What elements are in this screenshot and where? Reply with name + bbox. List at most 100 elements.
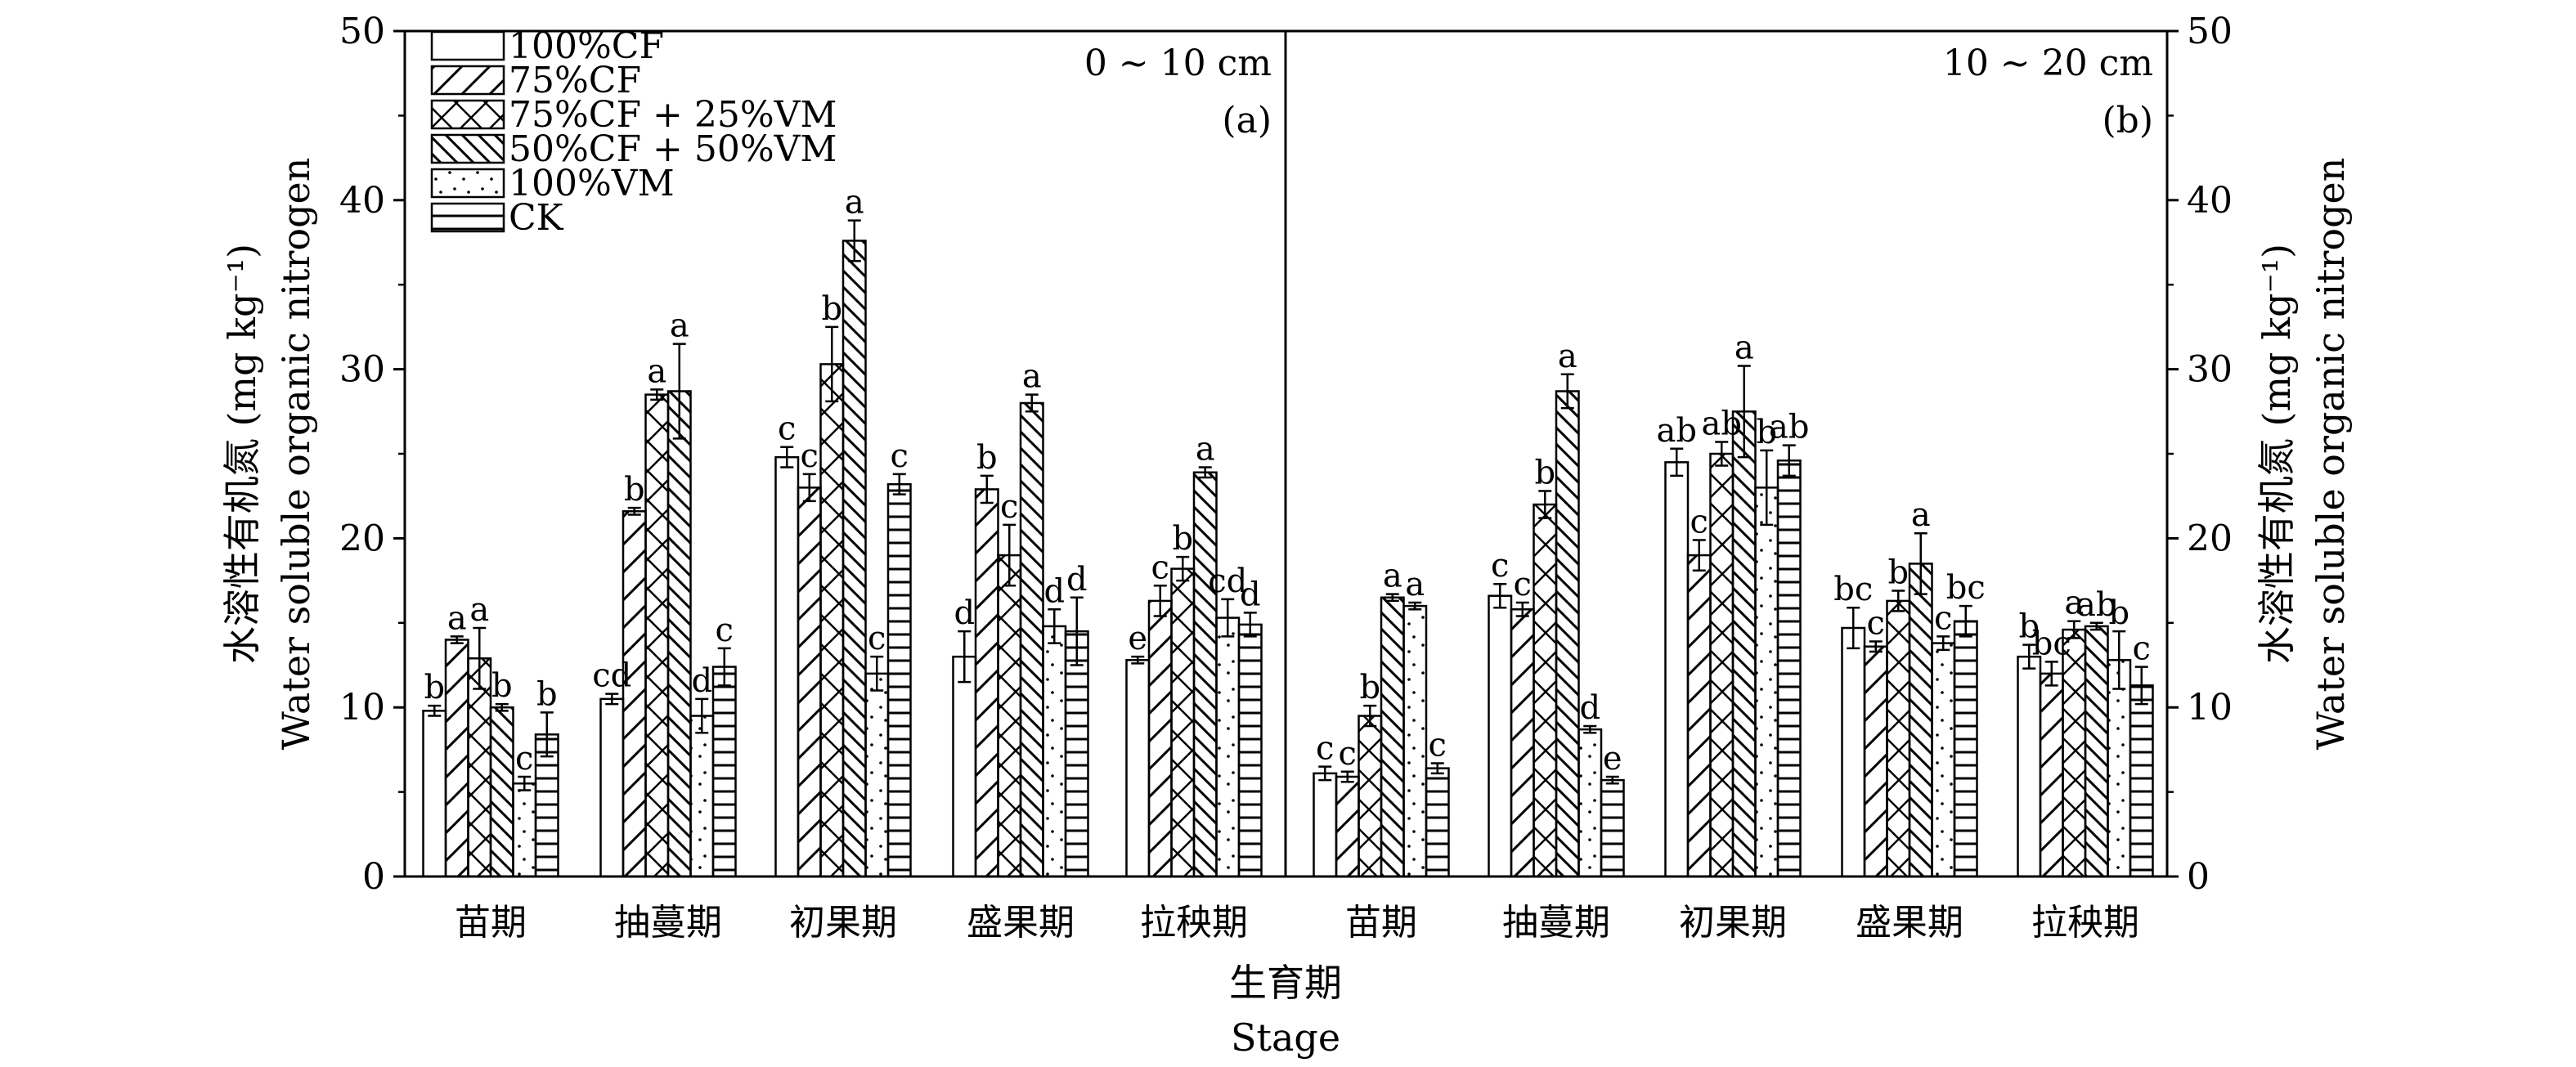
significance-label: cd <box>1208 563 1247 600</box>
error-bar-p0-s0-c4 <box>1131 655 1145 665</box>
error-bar-p1-s3-c0 <box>1385 593 1399 603</box>
error-bar-p1-s2-c1 <box>1538 490 1552 519</box>
error-bar-p0-s1-c2 <box>802 473 816 503</box>
x-axis-title-cn: 生育期 <box>1229 961 1342 1005</box>
significance-label: c <box>1151 549 1169 586</box>
bar-p1-s3-c4 <box>2084 625 2109 878</box>
bar-p1-s4-c4 <box>2107 659 2132 878</box>
legend-item-label: CK <box>509 197 564 239</box>
panel-letter-label: (a) <box>1222 100 1272 141</box>
significance-label: d <box>1043 572 1065 610</box>
error-bar-p1-s5-c0 <box>1430 762 1444 775</box>
error-bar-p1-s0-c0 <box>1318 765 1332 782</box>
bar-p0-s2-c1 <box>644 393 670 878</box>
bar-p1-s4-c1 <box>1577 728 1603 878</box>
bar-p0-s4-c3 <box>1042 625 1067 878</box>
error-bar-p0-s3-c1 <box>672 343 686 440</box>
error-bar-p0-s3-c4 <box>1198 466 1212 479</box>
error-bar-p0-s4-c3 <box>1048 608 1061 644</box>
bar-p0-s1-c4 <box>1147 599 1173 878</box>
error-bar-p1-s4-c0 <box>1408 601 1422 611</box>
bar-p0-s3-c1 <box>666 390 692 878</box>
significance-label: b <box>976 439 998 477</box>
bar-p1-s2-c0 <box>1358 715 1383 878</box>
error-bar-p1-s0-c4 <box>2022 643 2036 670</box>
bar-p0-s1-c0 <box>444 639 469 878</box>
error-bar-p1-s3-c3 <box>1914 531 1928 595</box>
bar-p1-s1-c4 <box>2039 672 2064 878</box>
significance-label: c <box>868 620 886 657</box>
bar-p0-s2-c3 <box>997 554 1022 878</box>
bar-p0-s4-c0 <box>512 782 537 878</box>
y-tick-label-right: 50 <box>2187 11 2233 52</box>
y-tick-label-left: 50 <box>339 11 385 52</box>
y-tick-label-right: 0 <box>2187 856 2210 898</box>
error-bar-p0-s2-c2 <box>825 325 839 403</box>
significance-label: b <box>821 290 842 328</box>
significance-label: d <box>691 662 712 700</box>
significance-label: cd <box>592 657 631 695</box>
error-bar-p0-s3-c0 <box>495 702 509 712</box>
error-bar-p0-s5-c4 <box>1243 612 1257 638</box>
significance-label: b <box>624 471 645 509</box>
y-axis-title-left-en: Water soluble organic nitrogen <box>274 158 318 751</box>
significance-label: a <box>1405 566 1425 603</box>
error-bar-p0-s2-c3 <box>1003 523 1016 587</box>
significance-label: c <box>716 612 734 649</box>
bar-p0-s4-c2 <box>864 672 890 878</box>
error-bar-p1-s0-c2 <box>1670 447 1684 477</box>
bar-p0-s2-c0 <box>467 657 492 878</box>
bar-p1-s1-c3 <box>1863 645 1888 878</box>
significance-label: c <box>1934 599 1952 637</box>
significance-label: a <box>2064 585 2084 622</box>
bar-p1-s5-c1 <box>1600 778 1625 878</box>
y-axis-title-right-cn: 水溶性有机氮 (mg kg⁻¹) <box>2255 244 2299 664</box>
x-tick-label: 拉秧期 <box>2031 902 2139 944</box>
bar-p1-s5-c4 <box>2129 684 2154 878</box>
bar-p0-s1-c3 <box>974 488 999 878</box>
significance-label: b <box>1172 520 1193 558</box>
significance-label: c <box>1000 488 1018 526</box>
error-bar-p0-s4-c4 <box>1221 598 1235 638</box>
y-tick-label-right: 30 <box>2187 349 2233 391</box>
error-bar-p1-s1-c3 <box>1869 640 1883 653</box>
error-bar-p0-s3-c3 <box>1025 393 1039 413</box>
bar-p1-s2-c4 <box>2062 628 2087 878</box>
bar-p1-s3-c2 <box>1731 410 1757 878</box>
significance-label: a <box>469 591 489 629</box>
y-tick-label-left: 30 <box>339 349 385 391</box>
bar-p1-s1-c0 <box>1335 775 1360 878</box>
x-tick-label: 盛果期 <box>967 902 1075 944</box>
bar-p0-s0-c4 <box>1125 659 1151 878</box>
error-bar-p1-s1-c4 <box>2044 661 2058 687</box>
bar-p0-s2-c2 <box>819 363 845 878</box>
error-bar-p0-s0-c2 <box>780 446 794 468</box>
significance-label: bc <box>1946 569 1986 607</box>
significance-label: c <box>2133 630 2151 668</box>
legend-swatch <box>430 65 505 96</box>
bar-p1-s1-c1 <box>1510 608 1535 878</box>
error-bar-p1-s3-c1 <box>1560 373 1574 410</box>
y-tick-label-left: 0 <box>362 856 385 898</box>
bar-p1-s0-c4 <box>2017 655 2042 878</box>
significance-label: c <box>1867 605 1885 643</box>
bar-p0-s3-c4 <box>1192 471 1218 878</box>
bar-p1-s2-c2 <box>1709 452 1735 878</box>
error-bar-p1-s0-c1 <box>1493 582 1507 609</box>
bar-p0-s5-c4 <box>1237 623 1263 878</box>
error-bar-p1-s5-c1 <box>1605 775 1619 785</box>
error-bar-p1-s5-c4 <box>2134 666 2148 706</box>
significance-label: a <box>647 352 666 390</box>
legend-item-label: 50%CF + 50%VM <box>509 128 837 170</box>
legend-item-label: 100%CF <box>509 25 664 67</box>
error-bar-p1-s3-c4 <box>2089 621 2103 631</box>
x-tick-label: 初果期 <box>789 902 897 944</box>
error-bar-p1-s1-c1 <box>1515 601 1529 617</box>
error-bar-p0-s1-c4 <box>1153 585 1167 617</box>
y-tick-label-left: 40 <box>339 180 385 222</box>
legend-item-label: 75%CF <box>509 60 641 101</box>
significance-label: b <box>1359 669 1380 706</box>
significance-label: c <box>1316 730 1334 768</box>
error-bar-p1-s4-c4 <box>2112 630 2126 690</box>
